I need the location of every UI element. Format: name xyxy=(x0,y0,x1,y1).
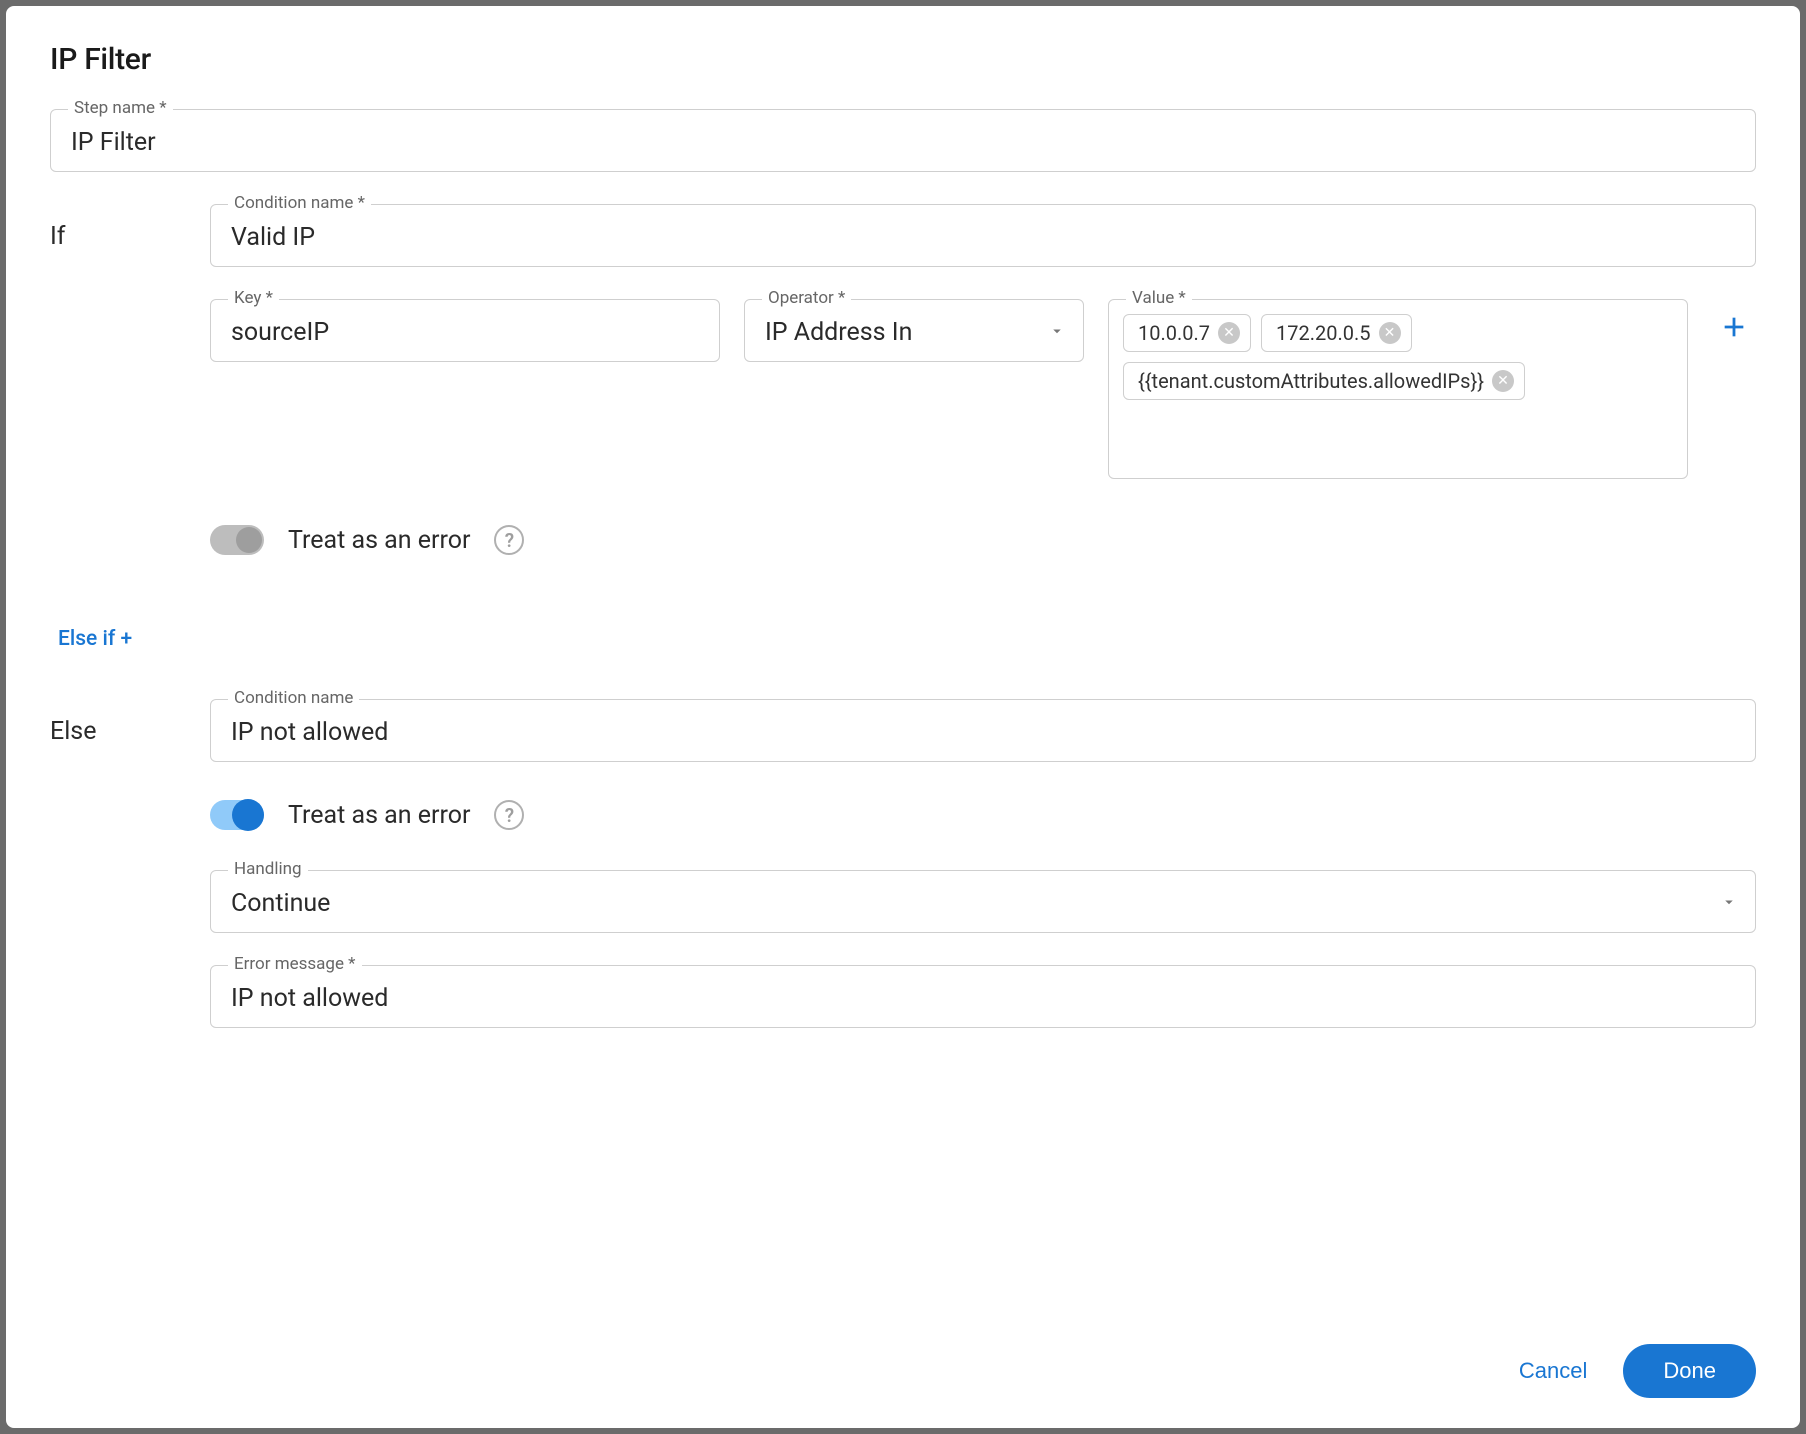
help-icon[interactable]: ? xyxy=(494,525,524,555)
step-name-label: Step name * xyxy=(68,98,173,118)
help-icon[interactable]: ? xyxy=(494,800,524,830)
if-section: If Condition name * Key * Operator * xyxy=(50,204,1756,591)
done-button[interactable]: Done xyxy=(1623,1344,1756,1398)
add-condition-button[interactable] xyxy=(1712,299,1756,341)
modal-title: IP Filter xyxy=(50,42,1756,77)
else-error-message-input[interactable] xyxy=(210,965,1756,1028)
cancel-button[interactable]: Cancel xyxy=(1511,1346,1595,1396)
value-chip: 172.20.0.5 ✕ xyxy=(1261,314,1412,352)
else-label: Else xyxy=(50,699,210,746)
if-operator-label: Operator * xyxy=(762,288,851,308)
if-condition-name-label: Condition name * xyxy=(228,193,371,213)
if-treat-as-error-row: Treat as an error ? xyxy=(210,525,1756,555)
step-name-input[interactable] xyxy=(50,109,1756,172)
if-condition-name-field: Condition name * xyxy=(210,204,1756,267)
if-key-field: Key * xyxy=(210,299,720,362)
else-condition-name-field: Condition name xyxy=(210,699,1756,762)
if-key-label: Key * xyxy=(228,288,279,308)
else-handling-label: Handling xyxy=(228,859,308,879)
else-handling-field: Handling xyxy=(210,870,1756,933)
modal-footer: Cancel Done xyxy=(50,1314,1756,1398)
chip-text: 10.0.0.7 xyxy=(1138,321,1210,345)
if-value-label: Value * xyxy=(1126,288,1192,308)
step-name-field: Step name * xyxy=(50,109,1756,172)
chip-remove-icon[interactable]: ✕ xyxy=(1218,322,1240,344)
if-label: If xyxy=(50,204,210,251)
else-treat-as-error-row: Treat as an error ? xyxy=(210,800,1756,830)
if-condition-row: Key * Operator * Value * 10.0.0.7 xyxy=(210,299,1756,479)
if-operator-field: Operator * xyxy=(744,299,1084,362)
else-error-message-field: Error message * xyxy=(210,965,1756,1028)
if-operator-select[interactable] xyxy=(744,299,1084,362)
else-error-message-label: Error message * xyxy=(228,954,362,974)
chip-remove-icon[interactable]: ✕ xyxy=(1492,370,1514,392)
else-section: Else Condition name Treat as an error ? … xyxy=(50,699,1756,1028)
chip-remove-icon[interactable]: ✕ xyxy=(1379,322,1401,344)
if-key-input[interactable] xyxy=(210,299,720,362)
ip-filter-modal: IP Filter Step name * If Condition name … xyxy=(6,6,1800,1428)
if-condition-name-input[interactable] xyxy=(210,204,1756,267)
chip-text: {{tenant.customAttributes.allowedIPs}} xyxy=(1138,369,1484,393)
if-value-chips[interactable]: 10.0.0.7 ✕ 172.20.0.5 ✕ {{tenant.customA… xyxy=(1108,299,1688,479)
else-handling-select[interactable] xyxy=(210,870,1756,933)
if-treat-as-error-toggle[interactable] xyxy=(210,525,264,555)
value-chip: 10.0.0.7 ✕ xyxy=(1123,314,1251,352)
else-treat-as-error-toggle[interactable] xyxy=(210,800,264,830)
if-value-field: Value * 10.0.0.7 ✕ 172.20.0.5 ✕ {{tenant… xyxy=(1108,299,1688,479)
else-treat-as-error-label: Treat as an error xyxy=(288,801,470,830)
else-condition-name-input[interactable] xyxy=(210,699,1756,762)
else-if-link[interactable]: Else if + xyxy=(58,627,1756,651)
value-chip: {{tenant.customAttributes.allowedIPs}} ✕ xyxy=(1123,362,1525,400)
if-treat-as-error-label: Treat as an error xyxy=(288,526,470,555)
chip-text: 172.20.0.5 xyxy=(1276,321,1371,345)
else-condition-name-label: Condition name xyxy=(228,688,359,708)
